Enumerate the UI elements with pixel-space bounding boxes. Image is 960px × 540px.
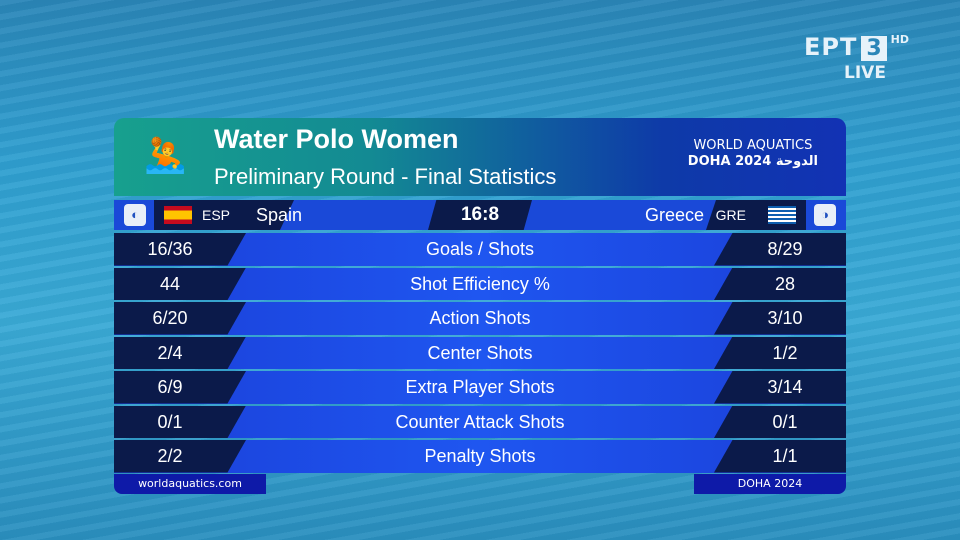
hd-badge: HD	[890, 33, 910, 46]
event-footer-label: DOHA 2024	[694, 474, 846, 494]
home-code: ESP	[202, 207, 231, 223]
cap-icon: ◐	[124, 204, 146, 226]
cap-icon: ◑	[814, 204, 836, 226]
stat-label: Shot Efficiency %	[410, 273, 550, 294]
score: 16:8	[428, 200, 532, 230]
event-name: WORLD AQUATICS	[693, 138, 813, 153]
stat-label: Goals / Shots	[425, 239, 535, 259]
away-code: GRE	[715, 207, 746, 223]
away-value: 28	[714, 267, 846, 300]
away-value: 3/10	[714, 302, 846, 335]
event-logo: WORLD AQUATICS DOHA 2024 الدوحة	[688, 138, 818, 170]
away-value: 1/2	[714, 336, 846, 369]
panel-header: 🤽 Water Polo Women Preliminary Round - F…	[114, 118, 846, 196]
home-value: 16/36	[114, 233, 246, 266]
website-label: worldaquatics.com	[114, 474, 266, 494]
live-indicator: LIVE	[844, 63, 886, 83]
home-name: Spain	[256, 205, 303, 225]
away-value: 1/1	[714, 440, 846, 473]
stats-table: 16/36 Goals / Shots 8/29 44 Shot Efficiency …	[114, 233, 846, 473]
water-polo-player-icon: 🤽	[144, 136, 187, 176]
home-value: 6/9	[114, 371, 246, 404]
away-value: 0/1	[714, 405, 846, 438]
greece-flag-icon	[768, 206, 796, 224]
stat-label: Counter Attack Shots	[395, 411, 565, 432]
stat-row: 2/2 Penalty Shots 1/1	[114, 440, 846, 473]
stat-label: Extra Player Shots	[405, 377, 555, 397]
stat-row: 6/20 Action Shots 3/10	[114, 302, 846, 335]
stat-row: 2/4 Center Shots 1/2	[114, 336, 846, 369]
stat-label: Penalty Shots	[424, 446, 536, 466]
home-value: 6/20	[114, 302, 246, 335]
stats-panel: 🤽 Water Polo Women Preliminary Round - F…	[114, 118, 846, 475]
event-location: DOHA 2024 الدوحة	[687, 154, 818, 169]
channel-logo: EPT 3 HD LIVE	[804, 33, 910, 83]
home-value: 2/4	[114, 336, 246, 369]
teams-bar: ◐ ESP Spain 16:8 Greece GRE ◑	[114, 200, 846, 230]
channel-number: 3	[861, 36, 887, 61]
stat-row: 16/36 Goals / Shots 8/29	[114, 233, 846, 266]
away-value: 8/29	[714, 233, 846, 266]
stat-row: 6/9 Extra Player Shots 3/14	[114, 371, 846, 404]
page-title: Water Polo Women	[214, 124, 459, 154]
channel-name: EPT	[804, 33, 858, 61]
subtitle: Preliminary Round - Final Statistics	[214, 164, 557, 189]
home-value: 0/1	[114, 405, 246, 438]
home-value: 44	[114, 267, 246, 300]
stat-row: 44 Shot Efficiency % 28	[114, 267, 846, 300]
stat-row: 0/1 Counter Attack Shots 0/1	[114, 405, 846, 438]
away-value: 3/14	[714, 371, 846, 404]
home-value: 2/2	[114, 440, 246, 473]
footer: worldaquatics.com DOHA 2024	[114, 474, 846, 494]
away-name: Greece	[644, 205, 704, 225]
stat-label: Center Shots	[427, 342, 533, 363]
stat-label: Action Shots	[429, 308, 531, 328]
spain-flag-icon	[164, 206, 192, 224]
